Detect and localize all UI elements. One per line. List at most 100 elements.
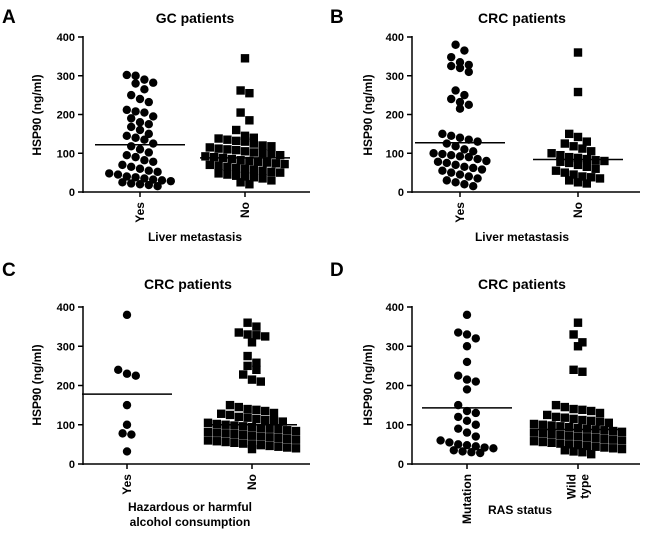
data-point-square bbox=[560, 139, 569, 148]
data-point-circle bbox=[473, 154, 482, 164]
data-point-circle bbox=[455, 170, 465, 179]
data-point-square bbox=[617, 427, 627, 437]
data-point-square bbox=[230, 421, 239, 430]
panel-title: GC patients bbox=[156, 10, 235, 26]
data-point-square bbox=[256, 423, 265, 433]
data-point-circle bbox=[462, 330, 472, 339]
data-point-square bbox=[252, 331, 261, 340]
panel-letter-a: A bbox=[2, 7, 16, 28]
y-tick-label: 0 bbox=[69, 187, 75, 199]
data-point-square bbox=[595, 408, 605, 418]
data-point-square bbox=[578, 415, 587, 425]
data-point-circle bbox=[462, 342, 472, 351]
data-point-square bbox=[291, 435, 301, 444]
data-point-square bbox=[239, 422, 248, 431]
data-point-circle bbox=[135, 180, 145, 189]
data-point-square bbox=[573, 87, 583, 97]
data-point-circle bbox=[469, 181, 478, 191]
data-point-circle bbox=[144, 148, 153, 157]
data-point-square bbox=[291, 426, 301, 436]
data-point-square bbox=[538, 429, 547, 438]
data-point-circle bbox=[113, 170, 123, 179]
data-point-circle bbox=[166, 176, 175, 186]
data-point-square bbox=[240, 172, 250, 181]
data-point-circle bbox=[149, 78, 158, 87]
data-point-circle bbox=[144, 166, 153, 175]
data-point-square bbox=[232, 163, 241, 173]
data-point-square bbox=[587, 147, 596, 156]
data-point-square bbox=[243, 351, 252, 361]
data-point-square bbox=[565, 422, 574, 432]
x-axis-label: Liver metastasis bbox=[475, 230, 569, 244]
data-point-square bbox=[214, 161, 223, 170]
data-point-square bbox=[267, 176, 276, 185]
data-point-circle bbox=[460, 46, 469, 55]
data-point-square bbox=[551, 412, 561, 422]
data-point-circle bbox=[122, 400, 132, 410]
category-label: Yes bbox=[133, 202, 147, 223]
y-axis-label: HSP90 (ng/ml) bbox=[361, 74, 375, 155]
data-point-circle bbox=[157, 176, 167, 185]
data-point-square bbox=[600, 443, 609, 452]
data-point-square bbox=[560, 413, 569, 422]
data-point-circle bbox=[144, 180, 153, 190]
data-point-square bbox=[261, 332, 270, 341]
data-point-circle bbox=[471, 334, 480, 343]
data-point-square bbox=[547, 149, 556, 158]
data-point-square bbox=[582, 424, 591, 433]
data-point-square bbox=[205, 143, 214, 152]
data-point-square bbox=[258, 149, 267, 158]
y-tick-label: 200 bbox=[386, 381, 404, 393]
data-point-square bbox=[252, 322, 261, 331]
data-point-circle bbox=[140, 85, 149, 94]
data-point-circle bbox=[438, 149, 447, 159]
data-point-square bbox=[258, 141, 267, 150]
data-point-square bbox=[617, 444, 627, 454]
data-point-square bbox=[214, 134, 223, 143]
data-point-square bbox=[556, 157, 565, 166]
data-point-circle bbox=[135, 94, 145, 104]
panel-title: CRC patients bbox=[478, 276, 566, 292]
data-point-square bbox=[236, 178, 245, 187]
panel-d: D CRC patients HSP90 (ng/ml) 0 100 200 300 4… bbox=[330, 260, 640, 524]
data-point-square bbox=[221, 429, 230, 438]
data-point-circle bbox=[127, 142, 136, 151]
data-point-circle bbox=[464, 172, 473, 181]
data-point-square bbox=[249, 173, 258, 182]
data-point-square bbox=[556, 439, 565, 448]
data-point-square bbox=[267, 167, 276, 177]
data-point-square bbox=[256, 440, 265, 450]
data-point-square bbox=[283, 426, 292, 435]
data-point-circle bbox=[127, 90, 136, 100]
data-point-square bbox=[551, 166, 561, 175]
y-tick-label: 200 bbox=[386, 110, 404, 122]
data-point-circle bbox=[462, 385, 472, 394]
data-point-square bbox=[569, 404, 578, 414]
data-point-square bbox=[280, 159, 289, 169]
data-point-square bbox=[573, 423, 583, 433]
data-point-circle bbox=[153, 181, 162, 191]
data-point-square bbox=[573, 432, 583, 441]
category-label: No bbox=[245, 474, 259, 490]
y-tick-label: 300 bbox=[386, 71, 404, 83]
y-tick-label: 400 bbox=[57, 32, 75, 44]
y-tick-label: 0 bbox=[69, 459, 75, 471]
data-point-circle bbox=[464, 67, 473, 77]
data-point-circle bbox=[469, 163, 478, 173]
data-point-square bbox=[249, 133, 258, 142]
x-axis-label: RAS status bbox=[488, 503, 552, 517]
data-point-circle bbox=[122, 447, 132, 456]
data-point-square bbox=[212, 437, 221, 446]
data-point-circle bbox=[153, 167, 162, 177]
data-point-square bbox=[210, 152, 219, 162]
data-point-circle bbox=[140, 75, 149, 84]
data-point-circle bbox=[447, 168, 456, 177]
data-point-square bbox=[578, 338, 587, 347]
data-point-circle bbox=[105, 169, 114, 178]
data-point-circle bbox=[140, 108, 149, 117]
data-point-square bbox=[573, 132, 583, 142]
y-tick-label: 400 bbox=[386, 32, 404, 44]
data-point-circle bbox=[135, 125, 145, 135]
data-point-square bbox=[203, 436, 213, 445]
data-point-circle bbox=[469, 147, 478, 156]
